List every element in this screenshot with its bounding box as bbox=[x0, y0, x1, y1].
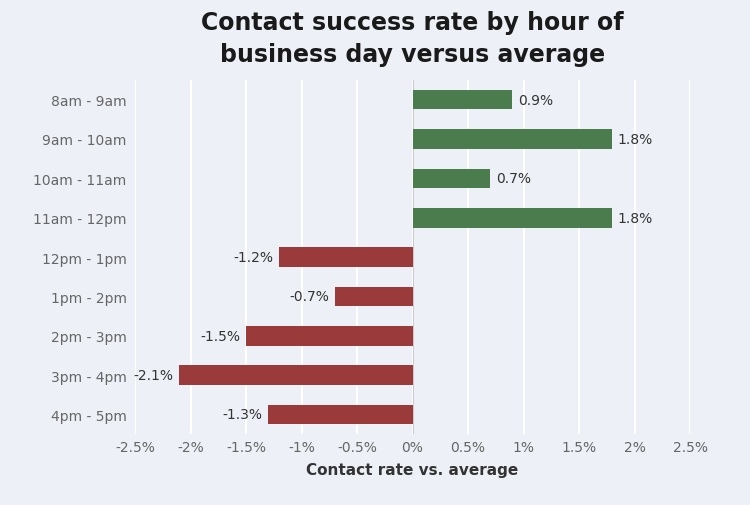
Text: 0.7%: 0.7% bbox=[496, 172, 531, 186]
Bar bbox=[279, 248, 412, 267]
Text: 1.8%: 1.8% bbox=[618, 211, 653, 225]
Bar bbox=[334, 287, 412, 307]
Text: 1.8%: 1.8% bbox=[618, 133, 653, 147]
Bar bbox=[246, 326, 412, 346]
Bar bbox=[413, 169, 491, 189]
Text: -1.3%: -1.3% bbox=[223, 408, 262, 422]
Text: -2.1%: -2.1% bbox=[134, 368, 174, 382]
Bar bbox=[413, 130, 612, 149]
Text: 0.9%: 0.9% bbox=[518, 93, 553, 108]
Bar bbox=[413, 209, 612, 228]
Title: Contact success rate by hour of
business day versus average: Contact success rate by hour of business… bbox=[201, 11, 624, 66]
Text: -1.2%: -1.2% bbox=[234, 250, 274, 265]
Text: -0.7%: -0.7% bbox=[290, 290, 329, 304]
Text: -1.5%: -1.5% bbox=[200, 329, 241, 343]
Bar bbox=[268, 405, 413, 425]
Bar bbox=[179, 366, 412, 385]
Bar bbox=[413, 90, 512, 110]
X-axis label: Contact rate vs. average: Contact rate vs. average bbox=[306, 462, 519, 477]
